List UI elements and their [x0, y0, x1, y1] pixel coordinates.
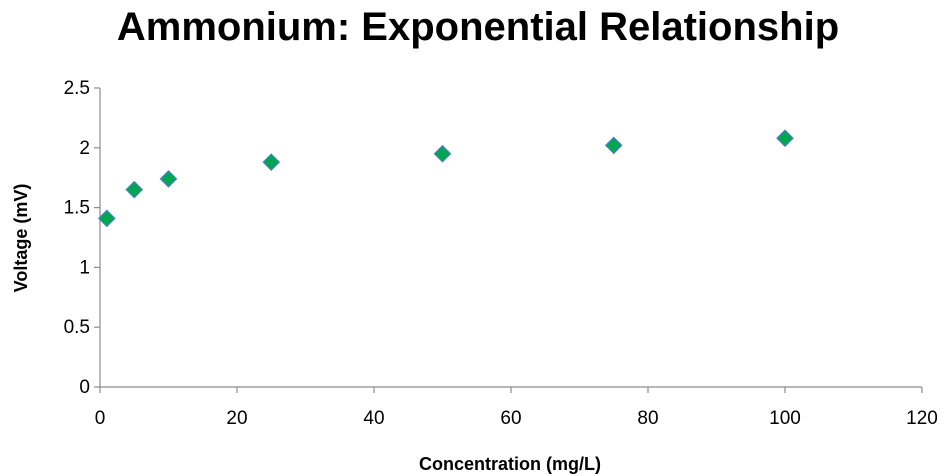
data-points [98, 129, 794, 228]
x-tick-label: 40 [363, 408, 384, 429]
chart-title: Ammonium: Exponential Relationship [117, 5, 839, 49]
x-tick-label: 0 [95, 408, 106, 429]
data-point [262, 153, 281, 172]
data-point [159, 170, 178, 188]
x-axis-title: Concentration (mg/L) [419, 454, 601, 474]
y-tick-label: 1.5 [64, 198, 90, 219]
y-tick-label: 1 [79, 257, 90, 278]
x-tick-label: 60 [500, 408, 521, 429]
data-point [776, 129, 794, 148]
data-point [125, 180, 144, 199]
data-point [98, 209, 116, 228]
x-axis-ticks: 0 20 40 60 80 100 120 [95, 387, 938, 429]
y-tick-label: 2 [79, 138, 90, 159]
y-axis-title: Voltage (mV) [11, 184, 31, 293]
x-tick-label: 120 [906, 408, 938, 429]
data-point [433, 144, 452, 163]
data-point [604, 136, 623, 155]
y-tick-label: 2.5 [64, 78, 90, 99]
y-tick-label: 0 [79, 377, 90, 398]
x-tick-label: 80 [637, 408, 658, 429]
y-axis-ticks: 0 0.5 1 1.5 2 2.5 [64, 78, 100, 398]
y-tick-label: 0.5 [64, 317, 90, 338]
x-tick-label: 100 [769, 408, 801, 429]
x-tick-label: 20 [226, 408, 247, 429]
